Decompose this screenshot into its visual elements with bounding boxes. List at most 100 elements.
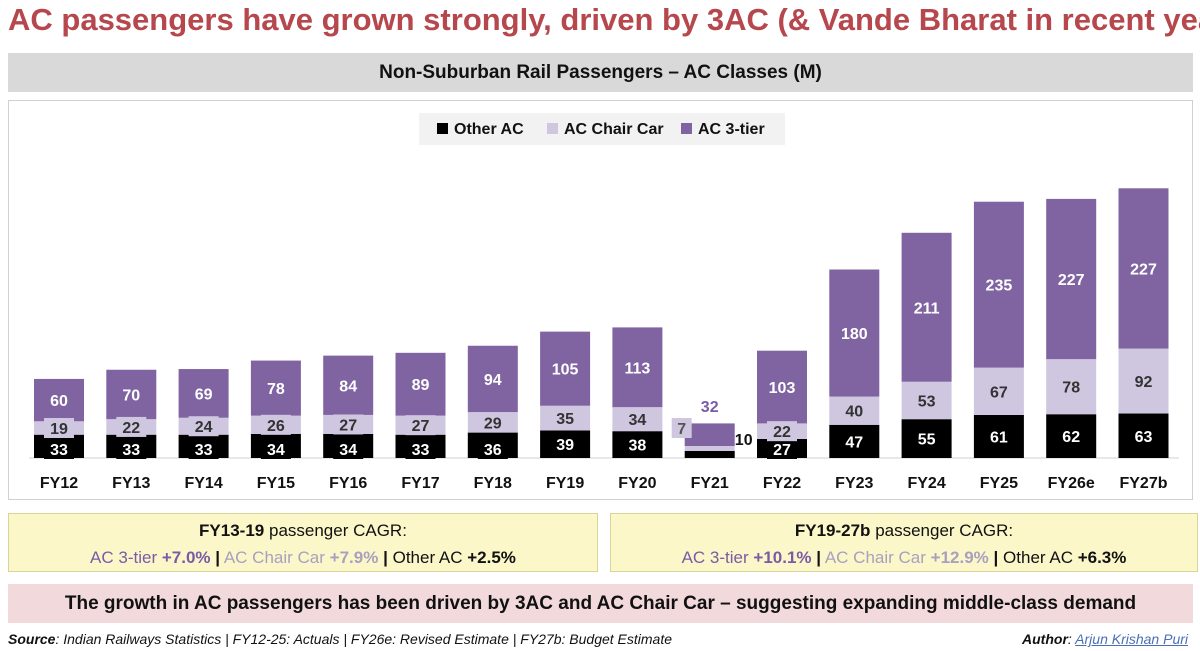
x-tick-fy15: FY15 xyxy=(257,475,295,492)
data-label-chair-car-fy14: 24 xyxy=(195,419,213,436)
data-label-other-ac-fy19: 39 xyxy=(556,437,574,454)
legend-box xyxy=(419,113,785,145)
cagr-label: passenger CAGR: xyxy=(875,521,1014,540)
bar-three-tier-fy16 xyxy=(323,355,374,415)
data-label-other-ac-fy13: 33 xyxy=(122,442,140,459)
author-sep: : xyxy=(1067,631,1072,647)
data-label-three-tier-fy17: 89 xyxy=(412,377,430,394)
cagr-chair-name: AC Chair Car xyxy=(824,548,926,567)
bar-three-tier-fy12 xyxy=(34,378,84,422)
data-label-chair-car-fy27b-bg xyxy=(1128,371,1159,392)
cagr-box-fy13-19: FY13-19 passenger CAGR: AC 3-tier +7.0% … xyxy=(8,513,598,572)
cagr-separator: | xyxy=(993,548,999,567)
chart-title-bar: Non-Suburban Rail Passengers – AC Classe… xyxy=(8,53,1193,92)
data-label-other-ac-fy20-bg xyxy=(622,434,653,455)
x-tick-fy20: FY20 xyxy=(618,475,656,492)
conclusion-text: The growth in AC passengers has been dri… xyxy=(64,593,1137,614)
data-label-other-ac-fy15: 34 xyxy=(267,442,285,459)
bar-three-tier-fy25 xyxy=(973,201,1024,368)
data-label-other-ac-fy25: 61 xyxy=(990,429,1008,446)
data-label-other-ac-fy20: 38 xyxy=(629,438,647,455)
cagr-3tier-value: +7.0% xyxy=(161,548,211,567)
x-tick-fy13: FY13 xyxy=(112,475,150,492)
cagr-separator: | xyxy=(383,548,388,567)
data-label-chair-car-fy27b: 92 xyxy=(1135,374,1153,391)
data-label-other-ac-fy14-bg xyxy=(188,439,219,459)
data-label-chair-car-fy19: 35 xyxy=(556,411,574,428)
data-label-chair-car-fy25-bg xyxy=(983,381,1014,402)
cagr-values: AC 3-tier +7.0% | AC Chair Car +7.9% | O… xyxy=(9,544,597,571)
legend-swatch-chair-car xyxy=(547,123,558,134)
data-label-other-ac-fy24-bg xyxy=(911,428,942,449)
data-label-other-ac-fy18-bg xyxy=(477,439,508,459)
data-label-three-tier-fy24: 211 xyxy=(914,300,940,317)
source-text: : Indian Railways Statistics | FY12-25: … xyxy=(55,631,673,647)
data-label-other-ac-fy22: 27 xyxy=(773,442,791,459)
data-label-other-ac-fy23: 47 xyxy=(845,434,863,451)
cagr-3tier-name: AC 3-tier xyxy=(681,548,749,567)
cagr-3tier-name: AC 3-tier xyxy=(90,548,158,567)
x-tick-fy12: FY12 xyxy=(40,475,78,492)
x-tick-fy24: FY24 xyxy=(907,475,945,492)
source-note: Source: Indian Railways Statistics | FY1… xyxy=(8,631,672,647)
x-tick-fy27b: FY27b xyxy=(1119,475,1167,492)
data-label-three-tier-fy14: 69 xyxy=(195,386,213,403)
data-label-chair-car-fy23-bg xyxy=(839,400,870,421)
data-label-chair-car-fy18-bg xyxy=(477,412,508,433)
x-tick-fy25: FY25 xyxy=(980,475,1018,492)
data-label-chair-car-fy16: 27 xyxy=(339,417,357,434)
cagr-other-value: +6.3% xyxy=(1077,548,1127,567)
data-label-other-ac-fy26e: 62 xyxy=(1062,429,1080,446)
page-title: AC passengers have grown strongly, drive… xyxy=(8,2,1200,37)
data-label-chair-car-fy26e-bg xyxy=(1056,376,1087,397)
cagr-chair-name: AC Chair Car xyxy=(223,548,325,567)
data-label-chair-car-fy22: 22 xyxy=(773,424,791,441)
cagr-period: FY19-27b xyxy=(794,521,871,540)
data-label-chair-car-fy15: 26 xyxy=(267,418,285,435)
author-link[interactable]: Arjun Krishan Puri xyxy=(1075,631,1188,647)
data-label-chair-car-fy21: 7 xyxy=(677,421,686,438)
data-label-three-tier-fy25: 235 xyxy=(986,278,1013,295)
cagr-other-name: Other AC xyxy=(392,548,463,567)
data-label-chair-car-fy20-bg xyxy=(622,409,653,430)
conclusion-banner: The growth in AC passengers has been dri… xyxy=(8,584,1193,623)
data-label-other-ac-fy27b-bg xyxy=(1128,425,1159,446)
cagr-values: AC 3-tier +10.1% | AC Chair Car +12.9% |… xyxy=(611,544,1197,571)
data-label-three-tier-fy18: 94 xyxy=(484,372,502,389)
x-tick-fy23: FY23 xyxy=(835,475,873,492)
cagr-box-fy19-27b: FY19-27b passenger CAGR: AC 3-tier +10.1… xyxy=(610,513,1198,572)
data-label-other-ac-fy12-bg xyxy=(44,439,74,459)
author-label: Author xyxy=(1022,631,1068,647)
data-label-three-tier-fy16: 84 xyxy=(339,378,357,395)
data-label-other-ac-fy17: 33 xyxy=(412,442,430,459)
data-label-chair-car-fy26e: 78 xyxy=(1062,380,1080,397)
bar-three-tier-fy22 xyxy=(757,350,807,424)
data-label-other-ac-fy22-bg xyxy=(767,439,797,459)
legend-label-chair-car: AC Chair Car xyxy=(564,121,664,138)
data-label-three-tier-fy27b: 227 xyxy=(1130,261,1157,278)
bar-three-tier-fy26e xyxy=(1046,198,1097,360)
cagr-separator: | xyxy=(215,548,221,567)
cagr-chair-value: +7.9% xyxy=(329,548,379,567)
bar-three-tier-fy20 xyxy=(612,327,663,408)
cagr-heading: FY19-27b passenger CAGR: xyxy=(611,517,1197,544)
cagr-separator: | xyxy=(816,548,822,567)
data-label-other-ac-fy26e-bg xyxy=(1056,426,1087,447)
bar-three-tier-fy15 xyxy=(250,360,301,416)
author-note: Author: Arjun Krishan Puri xyxy=(1022,631,1188,647)
data-label-three-tier-fy12: 60 xyxy=(50,393,68,410)
data-label-other-ac-fy21: 10 xyxy=(735,432,753,449)
bar-three-tier-fy23 xyxy=(829,269,880,397)
legend-label-other-ac: Other AC xyxy=(454,121,524,138)
chart-title: Non-Suburban Rail Passengers – AC Classe… xyxy=(379,62,822,83)
x-tick-fy22: FY22 xyxy=(763,475,801,492)
cagr-chair-value: +12.9% xyxy=(930,548,989,567)
x-tick-fy21: FY21 xyxy=(691,475,729,492)
data-label-chair-car-fy16-bg xyxy=(333,414,364,435)
stacked-bar-chart: Other AC AC Chair Car AC 3-tier 33 19 60 FY12 3… xyxy=(29,113,1179,492)
data-label-three-tier-fy19: 105 xyxy=(552,362,579,379)
data-label-chair-car-fy18: 29 xyxy=(484,415,502,432)
bar-three-tier-fy19 xyxy=(540,331,591,406)
data-label-chair-car-fy17-bg xyxy=(405,415,436,436)
data-label-other-ac-fy15-bg xyxy=(260,439,291,459)
